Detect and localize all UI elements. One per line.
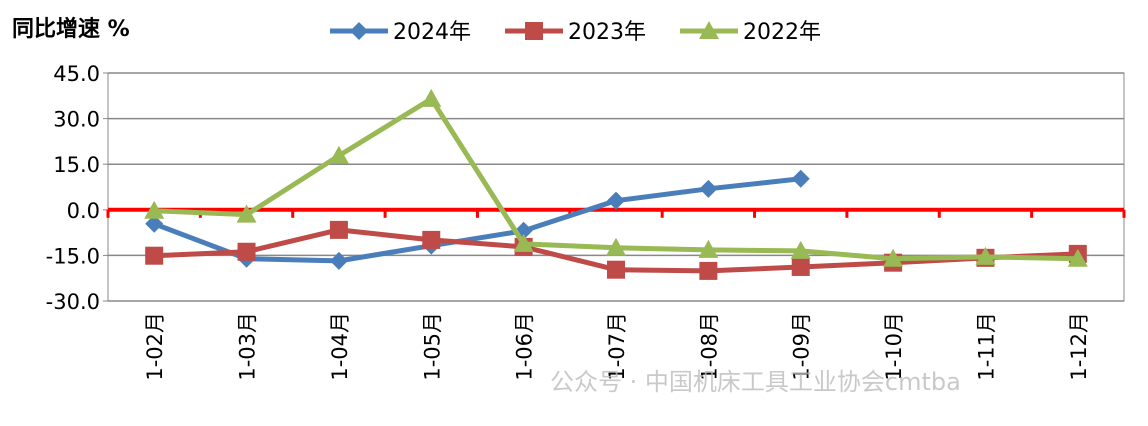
data-point-2024年 <box>791 169 810 188</box>
x-tick-label: 1-05月 <box>420 312 444 381</box>
data-point-2022年 <box>790 240 811 259</box>
data-point-2023年 <box>791 257 810 276</box>
data-point-2023年 <box>699 261 718 280</box>
data-point-2022年 <box>236 204 257 223</box>
y-tick-label: 45.0 <box>53 62 100 86</box>
data-point-2022年 <box>144 200 165 219</box>
x-tick-label: 1-11月 <box>974 312 998 381</box>
data-point-2022年 <box>1067 248 1088 267</box>
data-point-2023年 <box>329 220 348 239</box>
x-tick-label: 1-07月 <box>605 312 629 381</box>
x-tick-label: 1-08月 <box>697 312 721 381</box>
data-point-2024年 <box>145 214 164 233</box>
x-tick-label: 1-09月 <box>790 312 814 381</box>
data-point-2022年 <box>698 239 719 258</box>
x-tick-label: 1-02月 <box>143 312 167 381</box>
data-point-2022年 <box>421 88 442 107</box>
legend-label: 2023年 <box>568 20 646 45</box>
x-tick-label: 1-03月 <box>236 312 260 381</box>
x-tick-label: 1-04月 <box>328 312 352 381</box>
data-point-2022年 <box>975 246 996 265</box>
x-tick-label: 1-06月 <box>513 312 537 381</box>
data-point-2022年 <box>606 237 626 256</box>
data-point-2022年 <box>513 233 534 252</box>
data-point-2023年 <box>237 242 256 261</box>
data-point-2023年 <box>145 246 164 265</box>
series-line-2024年 <box>153 176 801 264</box>
y-tick-label: 30.0 <box>53 108 100 132</box>
y-tick-label: 15.0 <box>53 153 100 177</box>
y-tick-label: -15.0 <box>46 244 100 268</box>
data-point-2023年 <box>422 230 441 249</box>
legend-label: 2024年 <box>393 20 471 45</box>
data-point-2024年 <box>699 179 718 198</box>
data-point-2022年 <box>328 145 349 164</box>
data-point-2023年 <box>607 260 625 279</box>
watermark: 公众号 · 中国机床工具工业协会cmtba <box>550 368 961 396</box>
data-point-2024年 <box>329 251 348 270</box>
data-point-2024年 <box>607 191 625 210</box>
legend-marker <box>699 21 719 39</box>
data-point-2022年 <box>883 248 904 267</box>
y-tick-label: 0.0 <box>67 199 100 223</box>
legend-marker <box>350 22 368 40</box>
x-tick-label: 1-12月 <box>1067 312 1091 381</box>
legend-label: 2022年 <box>743 20 821 45</box>
x-tick-label: 1-10月 <box>882 312 906 381</box>
y-axis-label: 同比增速 % <box>12 16 130 42</box>
series-line-2022年 <box>154 96 1078 262</box>
legend-marker <box>525 22 543 40</box>
y-tick-label: -30.0 <box>46 290 100 314</box>
